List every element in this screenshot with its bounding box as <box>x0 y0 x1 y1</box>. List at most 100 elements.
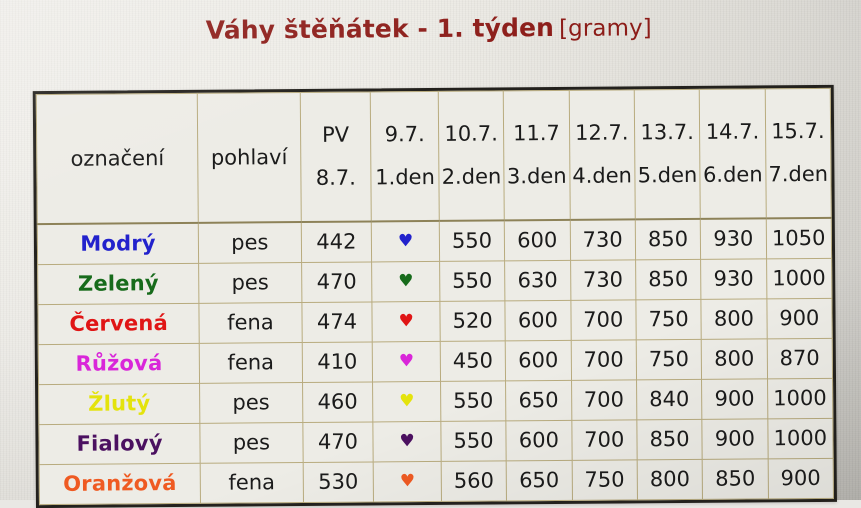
puppy-name-cell: Modrý <box>37 222 199 265</box>
column-header-day5-label: 5.den <box>637 162 698 188</box>
heart-icon: ♥ <box>371 220 440 262</box>
weight-cell-day3: 650 <box>506 460 573 501</box>
weight-cell-day2: 520 <box>439 300 506 342</box>
column-header-day1-label: 1.den <box>375 164 435 190</box>
table-row: Modrý pes 442 ♥ 550 600 730 850 930 1050 <box>37 217 832 265</box>
birth-weight-cell: 470 <box>301 261 373 303</box>
weight-cell-day4: 700 <box>570 339 637 381</box>
birth-weight-cell: 474 <box>301 301 373 343</box>
weight-cell-day7: 1000 <box>767 378 833 419</box>
birth-weight-cell: 470 <box>302 421 374 463</box>
birth-weight-cell: 530 <box>302 461 374 503</box>
table-header-row: označení pohlaví PV 8.7. <box>36 88 832 225</box>
column-header-day6-label: 6.den <box>702 162 763 187</box>
column-header-day7-date: 15.7. <box>771 118 825 144</box>
weight-cell-day3: 600 <box>504 219 571 261</box>
column-header-oznaceni-label: označení <box>70 145 165 171</box>
table-row: Červená fena 474 ♥ 520 600 700 750 800 900 <box>37 298 833 345</box>
puppy-name-cell: Červená <box>37 303 200 345</box>
column-header-day3-label: 3.den <box>506 163 567 189</box>
column-header-day2-date: 10.7. <box>444 121 498 146</box>
page-title-unit: [gramy] <box>558 15 652 42</box>
weight-cell-day3: 600 <box>506 420 572 461</box>
table-row: Oranžová fena 530 ♥ 560 650 750 800 850 900 <box>39 458 834 505</box>
weight-cell-day4: 700 <box>571 419 638 461</box>
weight-cell-day3: 600 <box>505 300 571 341</box>
page-title-main: Váhy štěňátek - 1. týden <box>205 13 555 45</box>
puppy-sex-cell: fena <box>199 302 302 344</box>
column-header-pohlavi: pohlaví <box>197 92 301 223</box>
weight-cell-day6: 800 <box>701 298 767 340</box>
table-row: Fialový pes 470 ♥ 550 600 700 850 900 1000 <box>38 418 834 465</box>
page-title: Váhy štěňátek - 1. týden [gramy] <box>0 11 859 47</box>
weight-cell-day3: 600 <box>505 340 572 381</box>
weight-cell-day2: 550 <box>440 380 507 422</box>
weight-cell-day6: 930 <box>700 218 767 260</box>
weight-cell-day6: 900 <box>702 418 768 460</box>
column-header-day5-date: 13.7. <box>640 119 694 145</box>
weights-table-container: označení pohlaví PV 8.7. <box>32 84 837 508</box>
heart-icon: ♥ <box>372 341 441 382</box>
weight-cell-day3: 650 <box>505 380 572 421</box>
weight-cell-day7: 1050 <box>765 217 832 259</box>
puppy-name-cell: Zelený <box>37 263 200 305</box>
puppy-sex-cell: pes <box>200 422 303 464</box>
column-header-day5: 13.7. 5.den <box>634 89 701 220</box>
puppy-name-cell: Žlutý <box>38 383 201 425</box>
weight-cell-day5: 750 <box>635 299 702 340</box>
puppy-sex-cell: pes <box>198 222 302 264</box>
puppy-sex-cell: fena <box>200 462 304 504</box>
birth-weight-cell: 442 <box>300 221 372 263</box>
weight-cell-day4: 700 <box>571 379 637 421</box>
puppy-sex-cell: fena <box>199 342 303 384</box>
column-header-day4-label: 4.den <box>572 163 633 188</box>
weight-cell-day7: 1000 <box>766 258 832 299</box>
birth-weight-cell: 460 <box>302 381 374 423</box>
column-header-day2-label: 2.den <box>441 164 502 189</box>
weight-cell-day5: 840 <box>636 379 703 420</box>
weight-cell-day3: 630 <box>504 260 571 301</box>
weight-cell-day2: 550 <box>439 260 506 302</box>
column-header-day6-date: 14.7. <box>705 119 760 144</box>
weight-cell-day6: 800 <box>701 338 768 380</box>
column-header-day3-date: 11.7 <box>512 120 560 146</box>
weight-cell-day5: 850 <box>635 218 701 260</box>
column-header-day2: 10.7. 2.den <box>438 90 505 221</box>
weight-cell-day2: 550 <box>439 220 505 262</box>
weight-cell-day5: 800 <box>637 459 703 500</box>
column-header-pv-date: 8.7. <box>315 165 357 190</box>
column-header-pv-top: PV <box>321 122 350 147</box>
weight-cell-day5: 850 <box>636 419 703 460</box>
heart-icon: ♥ <box>373 461 442 502</box>
table-row: Růžová fena 410 ♥ 450 600 700 750 800 870 <box>38 338 833 385</box>
column-header-day4: 12.7. 4.den <box>568 89 636 220</box>
weight-cell-day4: 730 <box>570 259 636 301</box>
weight-cell-day7: 870 <box>766 338 833 379</box>
puppy-sex-cell: pes <box>198 262 302 304</box>
puppy-weights-table: označení pohlaví PV 8.7. <box>36 88 834 505</box>
column-header-oznaceni: označení <box>36 93 199 225</box>
weight-cell-day2: 550 <box>440 420 507 462</box>
weight-cell-day6: 900 <box>701 378 768 420</box>
column-header-pv: PV 8.7. <box>299 91 372 223</box>
table-row: Žlutý pes 460 ♥ 550 650 700 840 900 1000 <box>38 378 833 425</box>
weight-cell-day5: 850 <box>635 259 702 300</box>
puppy-name-cell: Růžová <box>38 343 200 385</box>
weight-cell-day6: 850 <box>702 458 769 500</box>
puppy-sex-cell: pes <box>199 382 303 424</box>
column-header-day1-date: 9.7. <box>384 122 425 147</box>
column-header-day6: 14.7. 6.den <box>699 88 766 219</box>
weight-cell-day7: 900 <box>766 298 833 339</box>
table-row: Zelený pes 470 ♥ 550 630 730 850 930 1000 <box>37 258 832 305</box>
column-header-pohlavi-label: pohlaví <box>210 144 288 170</box>
weight-cell-day2: 450 <box>440 340 506 382</box>
weight-cell-day2: 560 <box>441 460 507 502</box>
weight-cell-day4: 730 <box>569 219 636 261</box>
heart-icon: ♥ <box>371 261 440 302</box>
table-body: Modrý pes 442 ♥ 550 600 730 850 930 1050 Zelený pes… <box>37 217 834 505</box>
column-header-day7: 15.7. 7.den <box>764 88 832 219</box>
heart-icon: ♥ <box>372 301 441 342</box>
weight-cell-day7: 900 <box>767 458 834 499</box>
weight-cell-day6: 930 <box>700 258 767 300</box>
